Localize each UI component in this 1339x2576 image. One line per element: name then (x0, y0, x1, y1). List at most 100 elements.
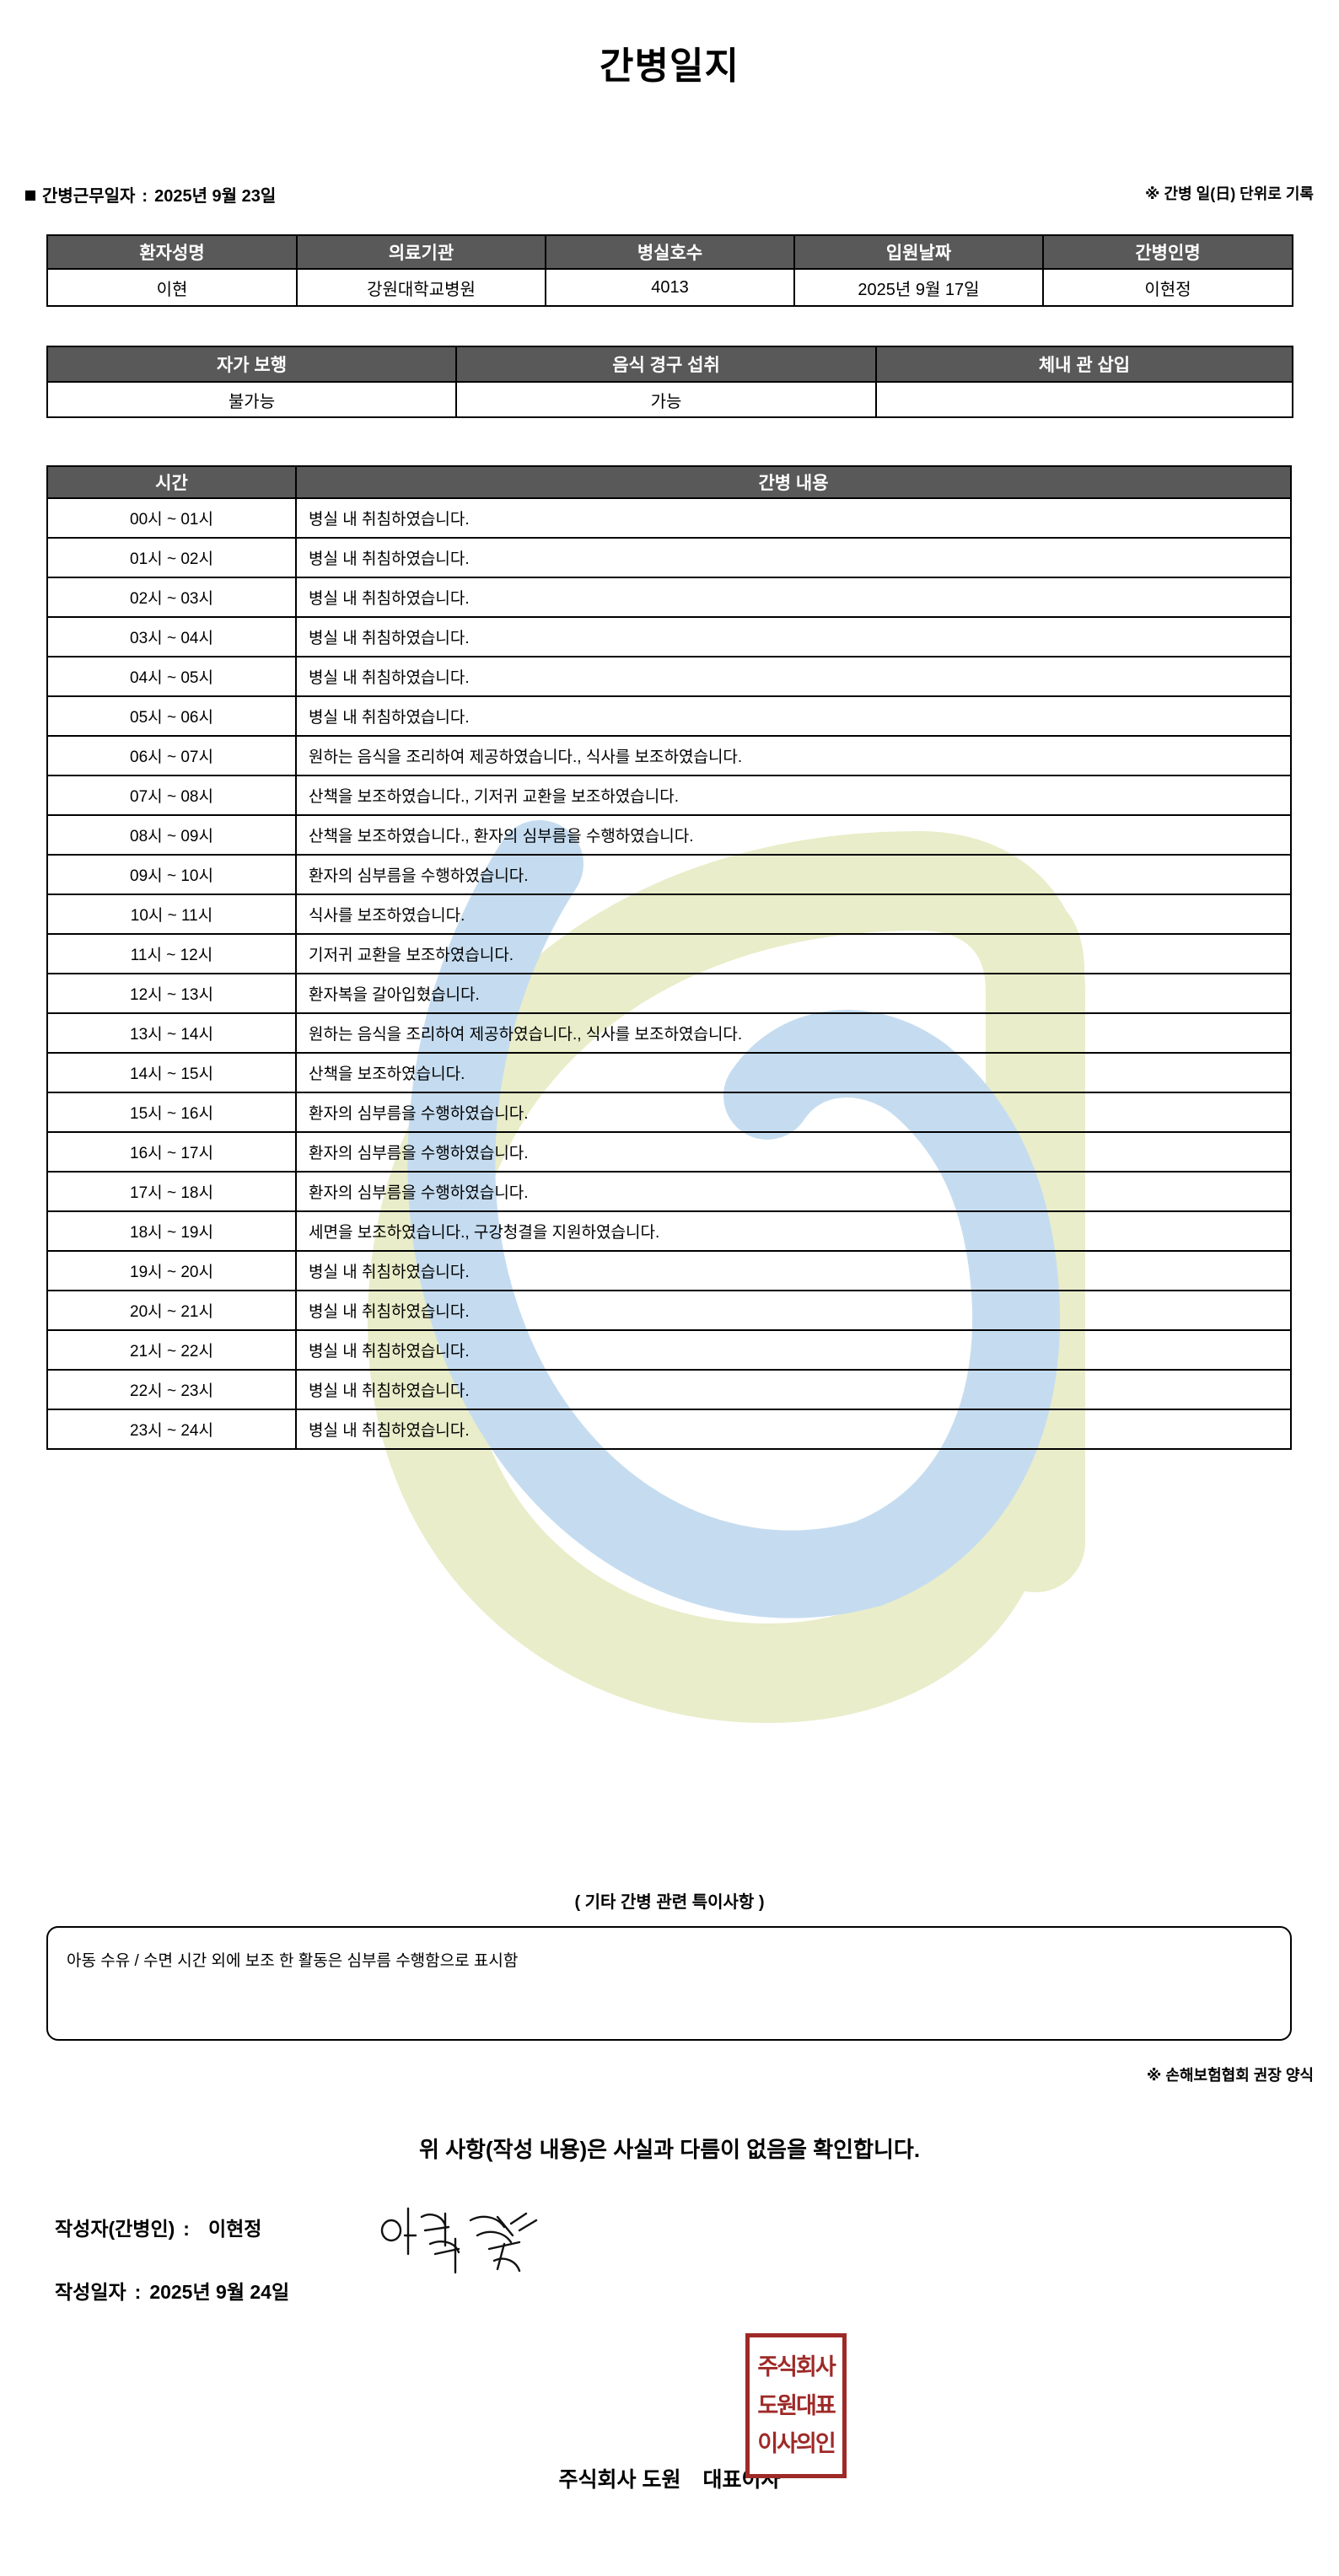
author-name: 이현정 (207, 2218, 262, 2240)
patient-header-name: 환자성명 (46, 234, 298, 270)
table-row: 13시 ~ 14시 원하는 음식을 조리하여 제공하였습니다., 식사를 보조하였… (46, 1012, 1292, 1054)
table-row: 19시 ~ 20시 병실 내 취침하였습니다. (46, 1250, 1292, 1291)
log-content-cell: 산책을 보조하였습니다., 기저귀 교환을 보조하였습니다. (295, 775, 1292, 816)
log-time-cell: 19시 ~ 20시 (46, 1250, 297, 1291)
log-header-time: 시간 (46, 465, 297, 499)
company-name: 주식회사 도원 (558, 2468, 681, 2492)
patient-value-room: 4013 (545, 268, 795, 307)
log-time-cell: 11시 ~ 12시 (46, 933, 297, 974)
table-row: 12시 ~ 13시 환자복을 갈아입혔습니다. (46, 973, 1292, 1014)
condition-value-oral-intake: 가능 (455, 381, 877, 418)
table-row: 09시 ~ 10시 환자의 심부름을 수행하였습니다. (46, 854, 1292, 895)
log-header-row: 시간 간병 내용 (46, 465, 1292, 499)
table-row: 23시 ~ 24시 병실 내 취침하였습니다. (46, 1409, 1292, 1450)
condition-table: 자가 보행 음식 경구 섭취 체내 관 삽입 불가능 가능 (46, 346, 1293, 418)
work-date-label: 간병근무일자 (42, 187, 136, 206)
log-time-cell: 04시 ~ 05시 (46, 656, 297, 697)
log-header-content: 간병 내용 (295, 465, 1292, 499)
log-content-cell: 병실 내 취침하였습니다. (295, 616, 1292, 657)
table-row: 00시 ~ 01시 병실 내 취침하였습니다. (46, 497, 1292, 539)
log-content-cell: 환자복을 갈아입혔습니다. (295, 973, 1292, 1014)
patient-info-header-row: 환자성명 의료기관 병실호수 입원날짜 간병인명 (46, 234, 1293, 270)
patient-info-table: 환자성명 의료기관 병실호수 입원날짜 간병인명 이현 강원대학교병원 4013… (46, 234, 1293, 307)
handwritten-signature (380, 2207, 538, 2274)
table-row: 17시 ~ 18시 환자의 심부름을 수행하였습니다. (46, 1171, 1292, 1212)
patient-header-caregiver: 간병인명 (1042, 234, 1293, 270)
company-row: 주식회사 도원 대표이사 (0, 2463, 1339, 2493)
unit-note: ※ 간병 일(日) 단위로 기록 (1145, 185, 1314, 202)
table-row: 05시 ~ 06시 병실 내 취침하였습니다. (46, 695, 1292, 737)
log-content-cell: 병실 내 취침하였습니다. (295, 1250, 1292, 1291)
log-time-cell: 15시 ~ 16시 (46, 1092, 297, 1133)
table-row: 07시 ~ 08시 산책을 보조하였습니다., 기저귀 교환을 보조하였습니다. (46, 775, 1292, 816)
log-time-cell: 17시 ~ 18시 (46, 1171, 297, 1212)
seal-line-1: 주식회사 (757, 2354, 836, 2380)
log-time-cell: 20시 ~ 21시 (46, 1290, 297, 1331)
log-content-cell: 병실 내 취침하였습니다. (295, 1369, 1292, 1410)
table-row: 20시 ~ 21시 병실 내 취침하였습니다. (46, 1290, 1292, 1331)
log-time-cell: 22시 ~ 23시 (46, 1369, 297, 1410)
table-row: 16시 ~ 17시 환자의 심부름을 수행하였습니다. (46, 1131, 1292, 1173)
confirmation-statement: 위 사항(작성 내용)은 사실과 다름이 없음을 확인합니다. (418, 2137, 921, 2162)
log-time-cell: 23시 ~ 24시 (46, 1409, 297, 1450)
table-row: 03시 ~ 04시 병실 내 취침하였습니다. (46, 616, 1292, 657)
table-row: 10시 ~ 11시 식사를 보조하였습니다. (46, 894, 1292, 935)
patient-info-value-row: 이현 강원대학교병원 4013 2025년 9월 17일 이현정 (46, 268, 1293, 307)
condition-header-oral-intake: 음식 경구 섭취 (455, 346, 877, 383)
log-time-cell: 12시 ~ 13시 (46, 973, 297, 1014)
log-time-cell: 07시 ~ 08시 (46, 775, 297, 816)
table-row: 14시 ~ 15시 산책을 보조하였습니다. (46, 1052, 1292, 1093)
remarks-box[interactable]: 아동 수유 / 수면 시간 외에 보조 한 활동은 심부름 수행함으로 표시함 (46, 1926, 1292, 2041)
log-time-cell: 03시 ~ 04시 (46, 616, 297, 657)
seal-line-3: 이사의인 (757, 2430, 836, 2456)
work-date-field: 간병근무일자:2025년 9월 23일 (25, 182, 276, 207)
log-content-cell: 환자의 심부름을 수행하였습니다. (295, 1131, 1292, 1173)
table-row: 21시 ~ 22시 병실 내 취침하였습니다. (46, 1329, 1292, 1371)
date-row: 작성일자:2025년 9월 24일 (55, 2276, 289, 2305)
log-content-cell: 산책을 보조하였습니다., 환자의 심부름을 수행하였습니다. (295, 814, 1292, 856)
remarks-text: 아동 수유 / 수면 시간 외에 보조 한 활동은 심부름 수행함으로 표시함 (67, 1952, 519, 1970)
table-row: 02시 ~ 03시 병실 내 취침하였습니다. (46, 577, 1292, 618)
bullet-square-icon (25, 191, 35, 201)
log-time-cell: 02시 ~ 03시 (46, 577, 297, 618)
page-title: 간병일지 (600, 46, 739, 87)
log-time-cell: 00시 ~ 01시 (46, 497, 297, 539)
author-label: 작성자(간병인) (55, 2218, 175, 2240)
condition-header-row: 자가 보행 음식 경구 섭취 체내 관 삽입 (46, 346, 1293, 383)
log-content-cell: 병실 내 취침하였습니다. (295, 656, 1292, 697)
author-row: 작성자(간병인): 이현정 (55, 2213, 261, 2241)
patient-value-hospital: 강원대학교병원 (296, 268, 546, 307)
table-row: 18시 ~ 19시 세면을 보조하였습니다., 구강청결을 지원하였습니다. (46, 1210, 1292, 1252)
condition-value-row: 불가능 가능 (46, 381, 1293, 418)
log-content-cell: 세면을 보조하였습니다., 구강청결을 지원하였습니다. (295, 1210, 1292, 1252)
hourly-log-table: 시간 간병 내용 00시 ~ 01시 병실 내 취침하였습니다. 01시 ~ 02시… (46, 465, 1292, 1450)
log-content-cell: 병실 내 취침하였습니다. (295, 1409, 1292, 1450)
log-time-cell: 18시 ~ 19시 (46, 1210, 297, 1252)
table-row: 08시 ~ 09시 산책을 보조하였습니다., 환자의 심부름을 수행하였습니다. (46, 814, 1292, 856)
table-row: 11시 ~ 12시 기저귀 교환을 보조하였습니다. (46, 933, 1292, 974)
work-date-value: 2025년 9월 23일 (154, 187, 277, 206)
log-content-cell: 환자의 심부름을 수행하였습니다. (295, 854, 1292, 895)
date-separator: : (134, 2281, 142, 2303)
log-time-cell: 10시 ~ 11시 (46, 894, 297, 935)
table-row: 22시 ~ 23시 병실 내 취침하였습니다. (46, 1369, 1292, 1410)
table-row: 04시 ~ 05시 병실 내 취침하였습니다. (46, 656, 1292, 697)
patient-value-admit: 2025년 9월 17일 (793, 268, 1044, 307)
log-content-cell: 병실 내 취침하였습니다. (295, 537, 1292, 578)
condition-header-tube: 체내 관 삽입 (875, 346, 1293, 383)
log-content-cell: 원하는 음식을 조리하여 제공하였습니다., 식사를 보조하였습니다. (295, 1012, 1292, 1054)
log-content-cell: 환자의 심부름을 수행하였습니다. (295, 1092, 1292, 1133)
table-row: 15시 ~ 16시 환자의 심부름을 수행하였습니다. (46, 1092, 1292, 1133)
log-time-cell: 16시 ~ 17시 (46, 1131, 297, 1173)
log-time-cell: 09시 ~ 10시 (46, 854, 297, 895)
log-time-cell: 13시 ~ 14시 (46, 1012, 297, 1054)
log-time-cell: 14시 ~ 15시 (46, 1052, 297, 1093)
patient-header-admit: 입원날짜 (793, 234, 1044, 270)
log-time-cell: 06시 ~ 07시 (46, 735, 297, 776)
log-content-cell: 병실 내 취침하였습니다. (295, 1329, 1292, 1371)
meta-row: 간병근무일자:2025년 9월 23일 ※ 간병 일(日) 단위로 기록 (0, 182, 1339, 206)
author-separator: : (183, 2218, 190, 2240)
condition-value-tube (875, 381, 1293, 418)
log-table-body: 00시 ~ 01시 병실 내 취침하였습니다. 01시 ~ 02시 병실 내 취침하였… (46, 497, 1292, 1450)
